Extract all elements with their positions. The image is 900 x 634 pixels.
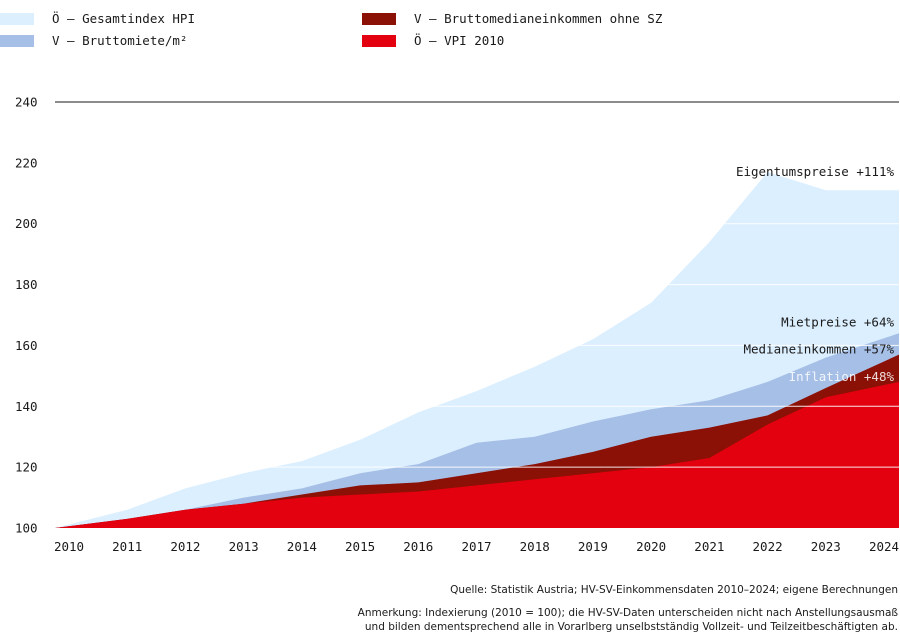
legend-item-cpi: Ö – VPI 2010 bbox=[362, 33, 504, 48]
chart-areas bbox=[55, 172, 899, 528]
area-cpi bbox=[55, 381, 899, 528]
annotation-label: Medianeinkommen +57% bbox=[743, 342, 894, 357]
y-axis-ticks: 100 120 140 160 180 200 220 240 bbox=[15, 95, 38, 536]
x-tick-label: 2021 bbox=[694, 539, 724, 554]
annotation-label: Mietpreise +64% bbox=[781, 314, 894, 329]
legend-swatch-hpi bbox=[0, 12, 34, 25]
legend-label-income: V – Bruttomedianeinkommen ohne SZ bbox=[414, 11, 663, 26]
methodology-note-line-1: Anmerkung: Indexierung (2010 = 100); die… bbox=[357, 607, 898, 619]
x-tick-label: 2022 bbox=[753, 539, 783, 554]
x-tick-label: 2023 bbox=[811, 539, 841, 554]
x-tick-label: 2012 bbox=[170, 539, 200, 554]
legend-label-hpi: Ö – Gesamtindex HPI bbox=[52, 11, 195, 26]
x-tick-label: 2016 bbox=[403, 539, 433, 554]
y-tick-label: 120 bbox=[15, 460, 38, 475]
chart-annotations: Eigentumspreise +111% Mietpreise +64% Medi… bbox=[736, 164, 895, 384]
y-tick-label: 200 bbox=[15, 216, 38, 231]
x-tick-label: 2011 bbox=[112, 539, 142, 554]
x-tick-label: 2024 bbox=[869, 539, 899, 554]
x-tick-label: 2020 bbox=[636, 539, 666, 554]
annotation-label: Eigentumspreise +111% bbox=[736, 164, 895, 179]
legend-label-cpi: Ö – VPI 2010 bbox=[414, 33, 505, 48]
x-tick-label: 2019 bbox=[578, 539, 608, 554]
legend-item-income: V – Bruttomedianeinkommen ohne SZ bbox=[362, 11, 662, 26]
legend-item-rent: V – Bruttomiete/m² bbox=[0, 33, 187, 48]
x-tick-label: 2013 bbox=[229, 539, 259, 554]
methodology-note: Anmerkung: Indexierung (2010 = 100); die… bbox=[358, 606, 898, 634]
annotation-label: Inflation +48% bbox=[789, 369, 895, 384]
y-tick-label: 240 bbox=[15, 95, 38, 110]
chart-legend: Ö – Gesamtindex HPI V – Bruttomiete/m² V… bbox=[0, 0, 900, 60]
legend-swatch-cpi bbox=[362, 34, 396, 47]
y-tick-label: 180 bbox=[15, 277, 38, 292]
x-tick-label: 2015 bbox=[345, 539, 375, 554]
legend-label-rent: V – Bruttomiete/m² bbox=[52, 33, 188, 48]
chart-gridlines bbox=[55, 101, 899, 468]
x-tick-label: 2010 bbox=[54, 539, 84, 554]
x-axis-ticks: 2010 2011 2012 2013 2014 2015 2016 2017 2018 2019… bbox=[54, 539, 899, 554]
x-tick-label: 2014 bbox=[287, 539, 317, 554]
legend-swatch-income bbox=[362, 12, 396, 25]
y-tick-label: 160 bbox=[15, 338, 38, 353]
legend-swatch-rent bbox=[0, 34, 34, 47]
y-tick-label: 220 bbox=[15, 155, 38, 170]
x-tick-label: 2017 bbox=[461, 539, 491, 554]
legend-item-hpi: Ö – Gesamtindex HPI bbox=[0, 11, 195, 26]
x-tick-label: 2018 bbox=[520, 539, 550, 554]
methodology-note-line-2: und bilden dementsprechend alle in Vorar… bbox=[364, 621, 898, 633]
source-note: Quelle: Statistik Austria; HV-SV-Einkomm… bbox=[450, 584, 898, 596]
y-tick-label: 140 bbox=[15, 399, 38, 414]
y-tick-label: 100 bbox=[15, 521, 38, 536]
